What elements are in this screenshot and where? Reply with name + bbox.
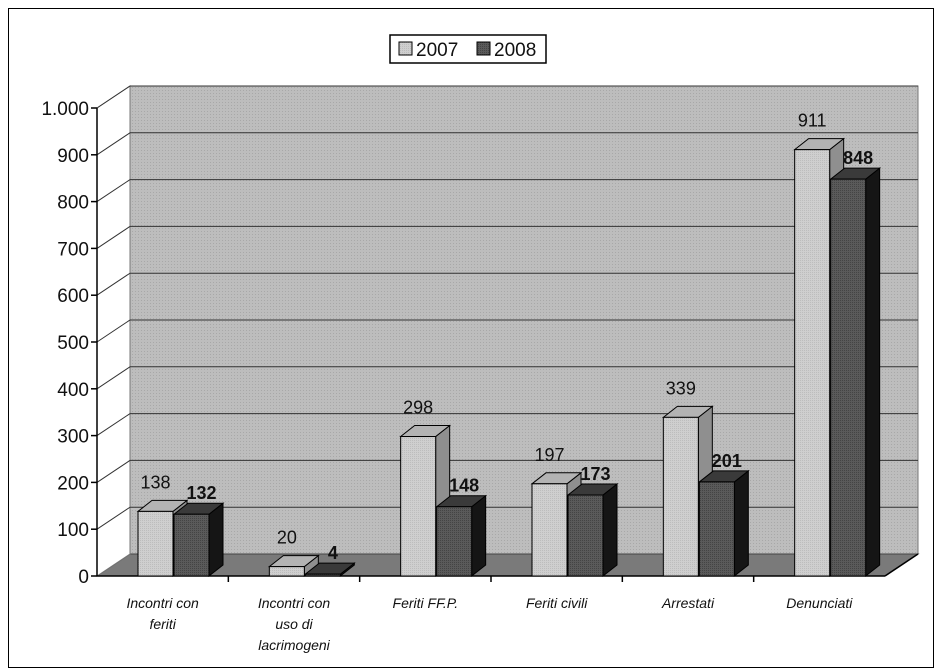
bars	[136, 137, 882, 578]
gridline	[96, 319, 918, 343]
x-category-label-4: Arrestati	[661, 595, 715, 611]
legend: 2007 2008	[389, 34, 547, 64]
y-tick-label: 500	[57, 333, 89, 354]
value-label-2007-0: 138	[140, 472, 170, 492]
gridline	[96, 225, 918, 249]
legend-box	[389, 34, 547, 64]
gridline	[96, 413, 918, 437]
y-tick-label: 200	[57, 473, 89, 494]
y-tick-label: 600	[57, 286, 89, 307]
x-category-label-5: Denunciati	[786, 595, 853, 611]
value-label-2008-1: 4	[328, 543, 338, 563]
x-category-label-1: Incontri con uso di lacrimogeni	[258, 595, 331, 653]
y-tick-label: 400	[57, 380, 89, 401]
bar-2008-4	[697, 469, 750, 578]
gridlines	[96, 85, 918, 530]
gridline	[96, 459, 918, 483]
value-label-2008-2: 148	[449, 476, 479, 496]
value-labels: 138 132 20 4 298 148 197 173 339 201 911 848	[140, 111, 873, 563]
value-label-2007-1: 20	[277, 528, 297, 548]
y-tick-label: 300	[57, 427, 89, 448]
x-category-label-3: Feriti civili	[526, 595, 588, 611]
value-label-2008-3: 173	[580, 464, 610, 484]
x-category-label-0: Incontri con feriti	[126, 595, 199, 632]
value-label-2008-0: 132	[186, 483, 216, 503]
value-label-2008-4: 201	[712, 451, 742, 471]
x-category-label-2: Feriti FF.P.	[393, 595, 459, 611]
bar-2008-1	[303, 562, 356, 578]
y-tick-label: 900	[57, 146, 89, 167]
y-tick-label: 0	[78, 567, 89, 588]
bar-2008-3	[566, 483, 619, 578]
legend-label-2008: 2008	[494, 40, 536, 61]
value-label-2007-4: 339	[666, 378, 696, 398]
y-tick-label: 1.000	[41, 99, 89, 120]
y-tick-label: 700	[57, 239, 89, 260]
y-axis-ticks: 0 100 200 300 400 500 600 700 800 900 1.000	[41, 99, 97, 588]
value-label-2007-2: 298	[403, 398, 433, 418]
x-axis-depth-line	[884, 553, 919, 577]
legend-label-2007: 2007	[416, 40, 458, 61]
value-label-2007-5: 911	[798, 111, 827, 131]
bar-2007-1	[267, 554, 320, 578]
value-label-2008-5: 848	[843, 148, 873, 168]
gridline	[96, 132, 918, 156]
gridline	[96, 272, 918, 296]
gridline	[96, 179, 918, 203]
gridline	[96, 85, 918, 109]
value-label-2007-3: 197	[534, 445, 564, 465]
y-tick-label: 800	[57, 193, 89, 214]
gridline	[96, 506, 918, 530]
x-axis-labels: Incontri con feriti Incontri con uso di lacr…	[126, 595, 853, 653]
bar-2008-0	[172, 502, 225, 578]
bar-2008-2	[435, 494, 488, 578]
legend-swatch-2008	[476, 41, 491, 56]
bar-2008-5	[829, 167, 882, 578]
y-tick-label: 100	[57, 520, 89, 541]
gridline	[96, 366, 918, 390]
legend-swatch-2007	[398, 41, 413, 56]
